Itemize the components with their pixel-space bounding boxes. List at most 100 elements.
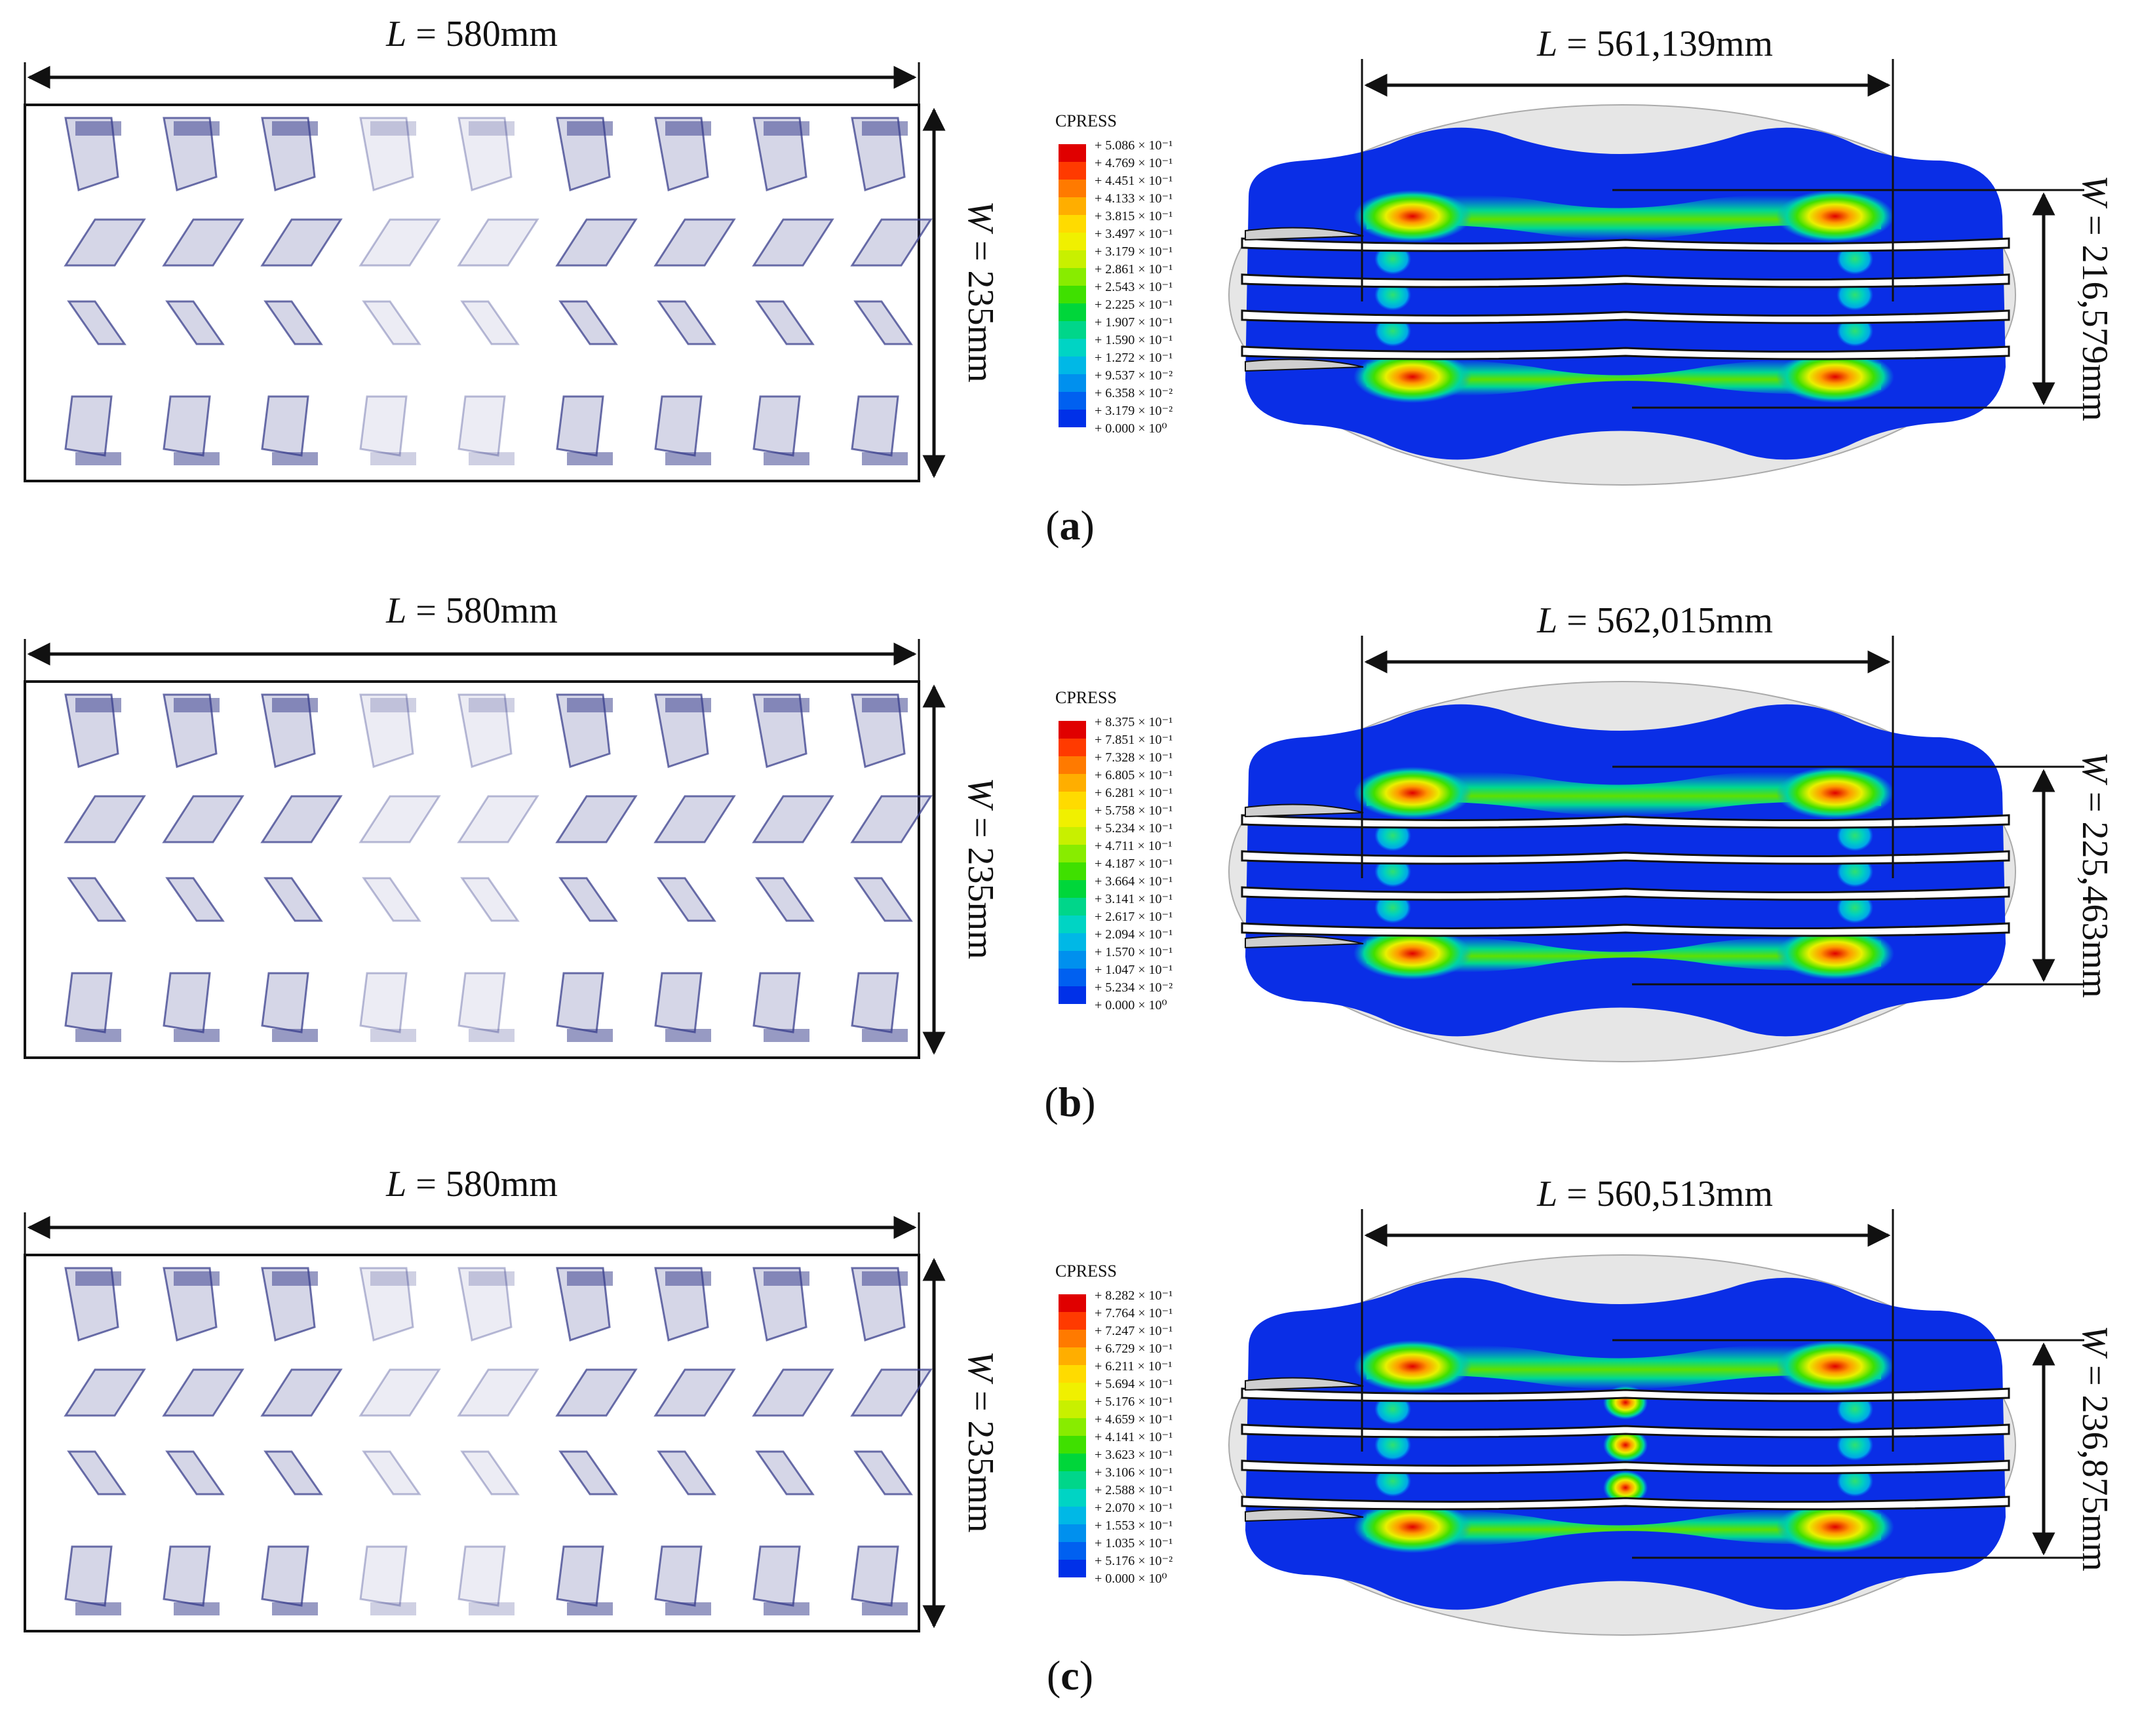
shoulder-imprint — [272, 698, 318, 712]
tread-block-imprint — [261, 1545, 309, 1607]
tread-block-imprint — [263, 877, 323, 922]
tread-block-imprint — [457, 117, 513, 191]
figure-panel-a: L = 580mm W = 235mm CPRESS + 5.086 × 10⁻¹ + … — [0, 0, 2140, 577]
pressure-band-top — [1367, 771, 1881, 816]
tread-block-imprint — [850, 1368, 933, 1417]
tire-footprint — [24, 639, 946, 1059]
shoulder-imprint — [174, 1271, 220, 1286]
tread-block-imprint — [162, 795, 244, 843]
tread-block-imprint — [851, 395, 899, 457]
footprint-width-label: W = 235mm — [960, 777, 1001, 959]
tread-block-imprint — [260, 1368, 343, 1417]
pressure-hotspot — [1776, 1501, 1894, 1553]
tread-block-imprint — [555, 795, 638, 843]
legend-value: + 1.590 × 10⁻¹ — [1095, 333, 1173, 347]
tread-block-imprint — [853, 877, 913, 922]
legend-value: + 1.570 × 10⁻¹ — [1095, 945, 1173, 959]
legend-value: + 6.729 × 10⁻¹ — [1095, 1341, 1173, 1356]
fem-width-label: W = 236,875mm — [2074, 1325, 2115, 1571]
legend-value: + 2.225 × 10⁻¹ — [1095, 298, 1173, 312]
pressure-hotspot — [1353, 190, 1471, 242]
tread-block-imprint — [555, 218, 638, 267]
tread-block-imprint — [853, 300, 913, 345]
tread-block-imprint — [460, 877, 520, 922]
legend-value: + 5.758 × 10⁻¹ — [1095, 803, 1173, 818]
tread-block-imprint — [556, 1267, 611, 1341]
shoulder-imprint — [174, 698, 220, 712]
footprint-frame — [24, 104, 920, 482]
shoulder-imprint — [174, 452, 220, 465]
legend-value: + 3.179 × 10⁻² — [1095, 404, 1173, 418]
tread-block-imprint — [752, 693, 807, 768]
shoulder-imprint — [75, 1029, 121, 1042]
tread-block-imprint — [657, 1450, 716, 1495]
pressure-hotspot — [1353, 767, 1471, 819]
tread-block-imprint — [558, 1450, 618, 1495]
tread-block-imprint — [752, 1267, 807, 1341]
shoulder-imprint — [665, 1602, 711, 1615]
shoulder-imprint — [764, 121, 809, 136]
legend-value: + 8.282 × 10⁻¹ — [1095, 1288, 1173, 1303]
shoulder-imprint — [665, 1029, 711, 1042]
circumferential-groove — [1241, 850, 2010, 865]
legend-swatch — [1059, 180, 1086, 197]
legend-swatch — [1059, 986, 1086, 1004]
fem-width-label: W = 216,579mm — [2074, 175, 2115, 421]
tread-block-imprint — [556, 1545, 604, 1607]
pressure-hotspot — [1776, 351, 1894, 403]
shoulder-imprint — [469, 452, 515, 465]
legend-value: + 1.272 × 10⁻¹ — [1095, 351, 1173, 365]
legend-swatch — [1059, 1436, 1086, 1454]
shoulder-imprint — [469, 1271, 515, 1286]
shoulder-imprint — [272, 1271, 318, 1286]
tread-block-imprint — [850, 218, 933, 267]
legend-swatch — [1059, 1383, 1086, 1400]
shoulder-imprint — [764, 1271, 809, 1286]
tread-block-imprint — [457, 218, 539, 267]
tread-block-imprint — [755, 877, 815, 922]
legend-value: + 1.907 × 10⁻¹ — [1095, 315, 1173, 330]
legend-swatch — [1059, 969, 1086, 986]
shoulder-imprint — [272, 1029, 318, 1042]
shoulder-imprint — [75, 121, 121, 136]
panel-graphic: L = 580mm W = 235mm CPRESS + 5.086 × 10⁻¹ + … — [24, 14, 2115, 486]
legend-value: + 0.000 × 10⁰ — [1095, 998, 1167, 1013]
legend-swatch — [1059, 162, 1086, 180]
pressure-hotspot — [1776, 767, 1894, 819]
pressure-band-top — [1367, 1345, 1881, 1389]
shoulder-imprint — [370, 1602, 416, 1615]
pressure-hotspot — [1353, 1340, 1471, 1393]
tire-footprint — [24, 1212, 946, 1632]
legend-value: + 1.047 × 10⁻¹ — [1095, 963, 1173, 977]
legend-value: + 5.234 × 10⁻¹ — [1095, 821, 1173, 836]
legend-value: + 9.537 × 10⁻² — [1095, 368, 1173, 383]
circumferential-groove — [1241, 1423, 2010, 1438]
tread-block-imprint — [263, 300, 323, 345]
legend-value: + 4.451 × 10⁻¹ — [1095, 174, 1173, 188]
fem-contact-plot — [1228, 59, 2084, 486]
panel-caption-letter: a — [1059, 502, 1081, 549]
legend-value: + 6.805 × 10⁻¹ — [1095, 768, 1173, 782]
tread-block-imprint — [654, 693, 709, 768]
tread-block-imprint — [165, 1450, 225, 1495]
shoulder-imprint — [567, 698, 613, 712]
shoulder-imprint — [272, 452, 318, 465]
tread-block-imprint — [362, 1450, 421, 1495]
legend-swatch — [1059, 1454, 1086, 1471]
legend-value: + 5.176 × 10⁻² — [1095, 1554, 1173, 1568]
legend-value: + 5.694 × 10⁻¹ — [1095, 1377, 1173, 1391]
tread-block-imprint — [851, 1267, 906, 1341]
tread-block-imprint — [654, 117, 709, 191]
tread-block-imprint — [460, 1450, 520, 1495]
shoulder-imprint — [174, 121, 220, 136]
shoulder-imprint — [764, 452, 809, 465]
tread-block-imprint — [457, 1545, 506, 1607]
legend-swatch — [1059, 1330, 1086, 1347]
footprint-length-label: L = 580mm — [385, 14, 558, 54]
legend-swatch — [1059, 1400, 1086, 1418]
legend-swatch — [1059, 1542, 1086, 1560]
tread-block-imprint — [653, 218, 736, 267]
legend-value: + 3.497 × 10⁻¹ — [1095, 227, 1173, 241]
tread-block-imprint — [851, 693, 906, 768]
tread-block-imprint — [457, 395, 506, 457]
